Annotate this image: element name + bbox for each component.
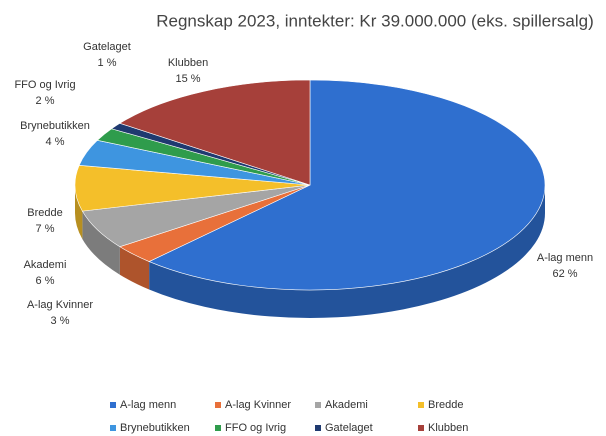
data-label-name: Akademi [24,259,67,271]
pie-slice [148,79,546,291]
legend-label: Bredde [428,399,463,411]
data-label-name: Klubben [168,57,208,69]
data-label-name: Brynebutikken [20,120,90,132]
legend-label: Klubben [428,422,468,434]
data-label-name: A-lag Kvinner [27,299,93,311]
legend-swatch [418,425,424,431]
legend-swatch [315,402,321,408]
data-label: 2 % [36,95,55,107]
pie-slice [119,79,311,186]
chart-title: Regnskap 2023, inntekter: Kr 39.000.000 … [156,11,594,30]
data-label: 1 % [98,57,117,69]
label-box [158,53,218,87]
data-label: 15 % [175,73,200,85]
pie-slice [74,165,311,212]
data-label: 62 % [552,268,577,280]
data-label-name: Gatelaget [83,41,131,53]
legend-swatch [110,425,116,431]
pie-side [149,185,546,318]
data-label: 4 % [46,136,65,148]
data-label-name: A-lag menn [537,252,593,264]
legend-label: A-lag menn [120,399,176,411]
pie-side [119,246,150,290]
data-label: 6 % [36,275,55,287]
legend-label: Akademi [325,399,368,411]
data-label: 7 % [36,223,55,235]
data-label-name: FFO og Ivrig [14,79,75,91]
data-label: 3 % [51,315,70,327]
pie-side [82,211,120,275]
legend-label: A-lag Kvinner [225,399,291,411]
legend-swatch [215,425,221,431]
legend-label: Brynebutikken [120,422,190,434]
data-label-name: Bredde [27,207,62,219]
legend-swatch [215,402,221,408]
legend-swatch [110,402,116,408]
legend-swatch [315,425,321,431]
legend-label: Gatelaget [325,422,373,434]
legend-swatch [418,402,424,408]
legend-label: FFO og Ivrig [225,422,286,434]
